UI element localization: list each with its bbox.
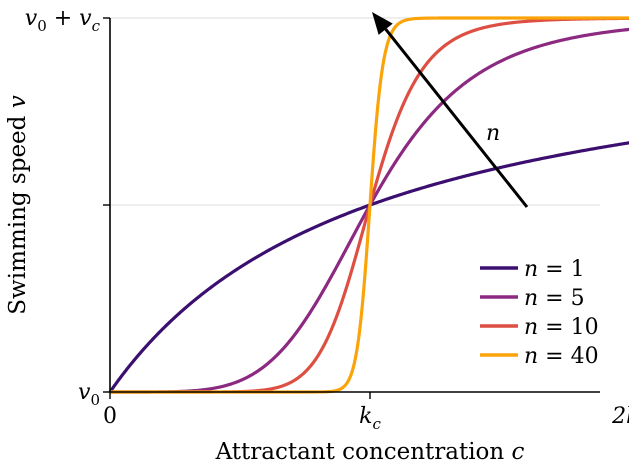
arrow-head <box>372 12 393 35</box>
y-axis-title: Swimming speed v <box>5 95 31 314</box>
legend: n = 1 n = 5 n = 10 n = 40 <box>480 257 599 369</box>
annotation: n <box>372 12 529 208</box>
legend-label: n = 1 <box>524 257 585 282</box>
x-tick-label: 0 <box>103 404 117 429</box>
y-tick-label: v0 <box>78 380 100 409</box>
increasing-n-arrow <box>384 28 529 208</box>
legend-label: n = 5 <box>524 286 585 311</box>
x-axis-title: Attractant concentration c <box>215 439 525 465</box>
arrow-label: n <box>486 121 500 146</box>
x-tick-label: 2kc <box>611 404 629 433</box>
legend-label: n = 40 <box>524 344 599 369</box>
tick-layer: 0 kc 2kc v0 v0 + vc <box>25 6 629 433</box>
legend-label: n = 10 <box>524 315 599 340</box>
y-tick-label: v0 + vc <box>25 6 101 35</box>
x-tick-label: kc <box>359 404 381 433</box>
